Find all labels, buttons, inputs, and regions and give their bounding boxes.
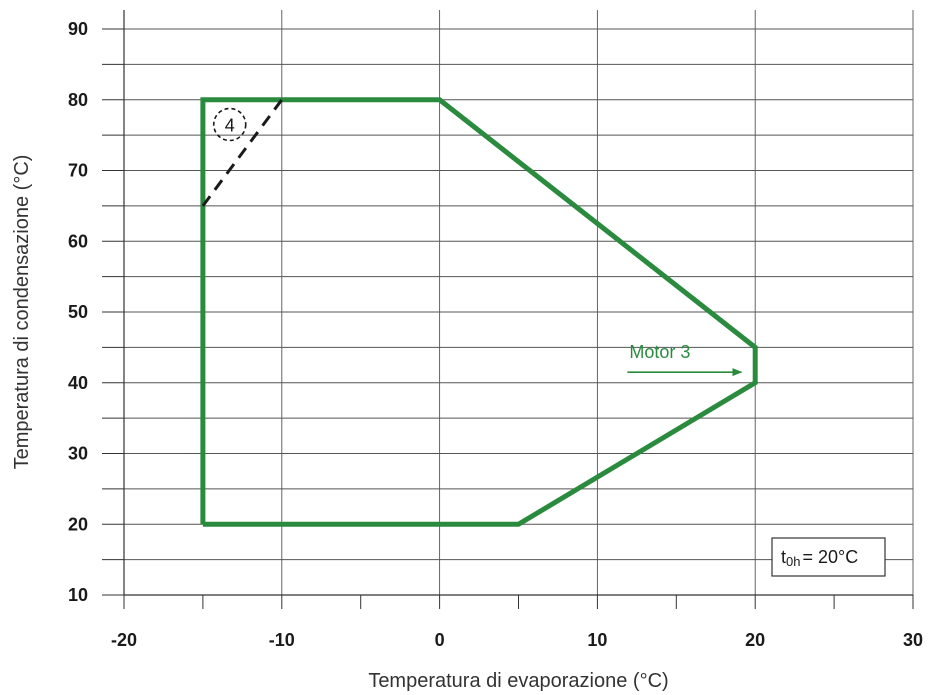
marker-number-label: 4	[225, 116, 235, 136]
envelope-boundary-line	[200, 97, 758, 527]
y-tick-label: 30	[68, 444, 88, 464]
condition-box-label: t0h = 20°C	[781, 547, 858, 569]
x-tick-label: 30	[903, 630, 923, 650]
y-axis-title: Temperatura di condensazione (°C)	[11, 155, 33, 470]
x-tick-label: 10	[587, 630, 607, 650]
y-tick-label: 40	[68, 373, 88, 393]
condition-box: t0h = 20°C	[771, 537, 886, 577]
motor-3-label: Motor 3	[629, 342, 690, 362]
x-tick-label: -10	[269, 630, 295, 650]
dashed-limit-line	[201, 98, 284, 207]
tick-labels: -20 -10 0 10 20 30 10 20 30 40 50 60 70 80 90	[68, 19, 923, 650]
dashed-circle-icon	[212, 107, 247, 142]
y-tick-label: 90	[68, 19, 88, 39]
y-tick-label: 80	[68, 90, 88, 110]
series-group	[200, 97, 758, 527]
y-tick-label: 60	[68, 231, 88, 251]
x-axis-title: Temperatura di evaporazione (°C)	[368, 670, 668, 692]
grid	[124, 10, 914, 595]
condition-rest: = 20°C	[802, 547, 858, 567]
y-tick-label: 10	[68, 585, 88, 605]
axes	[102, 10, 914, 609]
x-tick-label: 0	[435, 630, 445, 650]
y-tick-label: 70	[68, 161, 88, 181]
condition-main: t	[781, 547, 786, 567]
circled-number-marker: 4	[212, 107, 247, 142]
x-tick-label: -20	[111, 630, 137, 650]
condition-box-frame	[771, 537, 886, 577]
y-tick-label: 50	[68, 302, 88, 322]
x-tick-label: 20	[745, 630, 765, 650]
condition-sub: 0h	[786, 554, 800, 569]
motor-3-annotation: Motor 3	[627, 342, 743, 377]
y-tick-label: 20	[68, 514, 88, 534]
